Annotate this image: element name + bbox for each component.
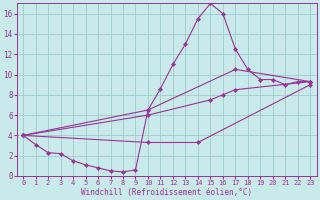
X-axis label: Windchill (Refroidissement éolien,°C): Windchill (Refroidissement éolien,°C) [81, 188, 252, 197]
